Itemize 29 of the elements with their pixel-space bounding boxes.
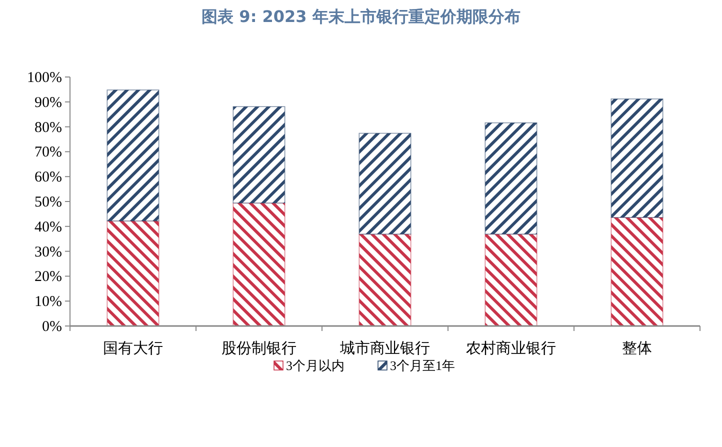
y-tick-label: 30% <box>34 244 62 260</box>
x-tick-label: 整体 <box>622 340 652 357</box>
y-tick-label: 40% <box>34 219 62 236</box>
bar <box>484 122 538 235</box>
bar <box>232 106 286 204</box>
bar <box>106 90 160 222</box>
x-tick-label: 农村商业银行 <box>466 340 556 357</box>
chart-title: 图表 9: 2023 年末上市银行重定价期限分布 <box>202 7 520 26</box>
bar <box>610 217 664 326</box>
bar <box>358 234 412 326</box>
legend-label: 3个月以内 <box>286 358 344 373</box>
y-tick-label: 70% <box>34 144 62 161</box>
y-tick-label: 20% <box>34 269 62 286</box>
y-tick-label: 80% <box>34 120 62 136</box>
x-tick-label: 城市商业银行 <box>339 340 430 357</box>
y-tick-label: 50% <box>34 194 62 210</box>
legend-label: 3个月至1年 <box>390 358 455 373</box>
x-tick-label: 股份制银行 <box>222 340 296 357</box>
y-tick-label: 10% <box>34 294 62 310</box>
bar <box>232 202 286 326</box>
y-tick-label: 90% <box>34 94 62 111</box>
bar <box>484 234 538 326</box>
y-tick-label: 0% <box>42 319 62 335</box>
x-tick-label: 国有大行 <box>103 340 163 357</box>
y-tick-label: 100% <box>27 70 62 86</box>
y-tick-label: 60% <box>34 170 62 186</box>
bar <box>610 98 664 218</box>
bar <box>358 132 412 235</box>
bar <box>106 220 160 326</box>
